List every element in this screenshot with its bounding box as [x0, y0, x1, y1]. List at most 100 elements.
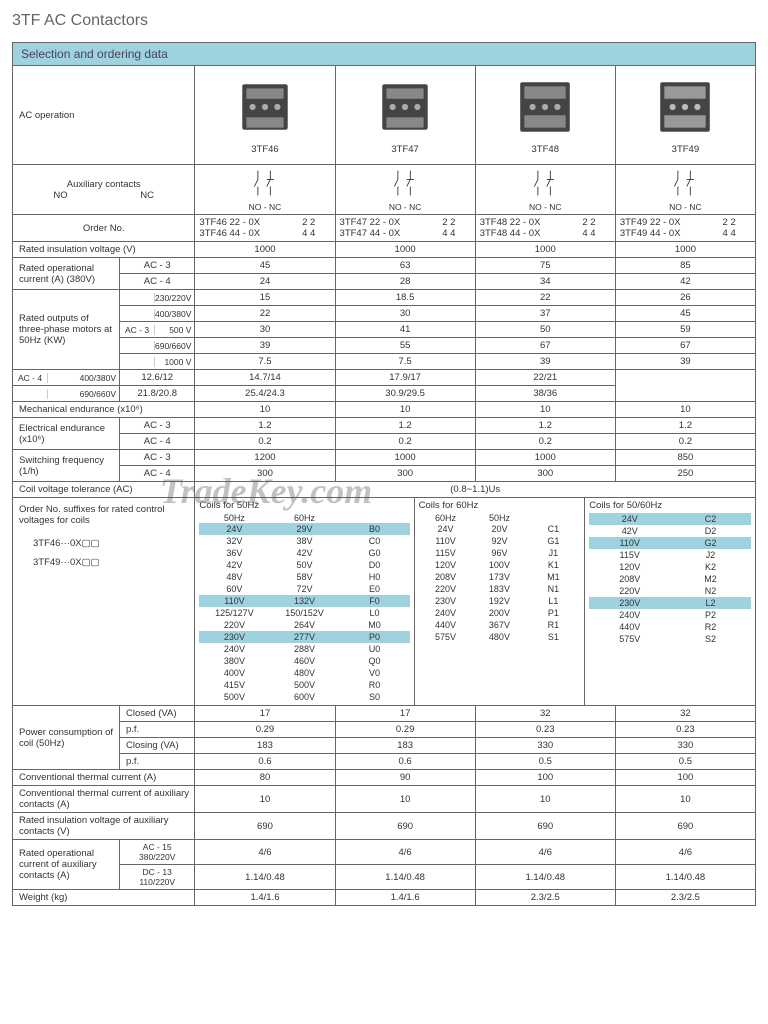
sub: AC - 4	[120, 466, 195, 482]
section-header: Selection and ordering data	[12, 42, 756, 65]
sub: AC - 3	[120, 450, 195, 466]
sub: p.f.	[120, 722, 195, 738]
val: 22	[475, 290, 615, 306]
val: 183	[335, 738, 475, 754]
order-cell: 3TF48 22 - 0X3TF48 44 - 0X2 24 4	[475, 215, 615, 242]
conv-thermal-label: Conventional thermal current (A)	[13, 770, 195, 786]
order-cell: 3TF46 22 - 0X3TF46 44 - 0X2 24 4	[195, 215, 335, 242]
page-title: 3TF AC Contactors	[12, 12, 756, 30]
val: 55	[335, 338, 475, 354]
val: 0.29	[335, 722, 475, 738]
aux-contacts-label: Auxiliary contacts NONC	[13, 165, 195, 215]
sub: p.f.	[120, 754, 195, 770]
val: 4/6	[195, 840, 335, 865]
product-cell: 3TF47	[335, 66, 475, 165]
coils-section: Coils for 50Hz50Hz60Hz24V29VB032V38VC036…	[195, 498, 756, 706]
val: 7.5	[195, 354, 335, 370]
sub: Closed (VA)	[120, 706, 195, 722]
sub: DC - 13 110/220V	[120, 865, 195, 890]
coils-5060hz: Coils for 50/60Hz24VC242VD2110VG2115VJ21…	[584, 498, 755, 705]
val: 690	[615, 813, 755, 840]
nonc-label: NO - NC	[480, 202, 611, 212]
data-table: AC operation 3TF46 3TF47 3TF48 3TF49 Aux…	[12, 65, 756, 906]
val: 14.7/14	[195, 370, 335, 386]
val: 10	[615, 402, 755, 418]
val: 45	[195, 258, 335, 274]
val: 1000	[615, 242, 755, 258]
val: 300	[195, 466, 335, 482]
sub: AC - 4400/380V	[13, 370, 120, 386]
product-image	[234, 76, 296, 138]
val: 183	[195, 738, 335, 754]
val: 4/6	[475, 840, 615, 865]
order-cell: 3TF49 22 - 0X3TF49 44 - 0X2 24 4	[615, 215, 755, 242]
val: 24	[195, 274, 335, 290]
order-no-label: Order No.	[13, 215, 195, 242]
sub: AC - 4	[120, 434, 195, 450]
conv-thermal-aux-label: Conventional thermal current of auxiliar…	[13, 786, 195, 813]
val: 1.2	[475, 418, 615, 434]
val: 12.6/12	[120, 370, 195, 386]
product-image	[654, 76, 716, 138]
val: 42	[615, 274, 755, 290]
val: 250	[615, 466, 755, 482]
val: 0.5	[615, 754, 755, 770]
order-row: Order No. 3TF46 22 - 0X3TF46 44 - 0X2 24…	[13, 215, 756, 242]
val: 34	[475, 274, 615, 290]
val: 63	[335, 258, 475, 274]
product-cell: 3TF46	[195, 66, 335, 165]
val: 0.23	[475, 722, 615, 738]
contact-symbol: NO - NC	[615, 165, 755, 215]
val: 1.4/1.6	[335, 890, 475, 906]
val: 690	[475, 813, 615, 840]
val: 2.3/2.5	[615, 890, 755, 906]
val: 28	[335, 274, 475, 290]
val: 17	[195, 706, 335, 722]
mech-endurance-label: Mechanical endurance (x10⁶)	[13, 402, 195, 418]
val: 690	[335, 813, 475, 840]
contact-symbol: NO - NC	[195, 165, 335, 215]
val: 17	[335, 706, 475, 722]
ac-operation-label: AC operation	[13, 66, 195, 165]
sub: AC - 3690/660V	[120, 338, 195, 354]
sub: AC - 4	[120, 274, 195, 290]
val: 1000	[195, 242, 335, 258]
weight-label: Weight (kg)	[13, 890, 195, 906]
val: 18.5	[335, 290, 475, 306]
val: 690	[195, 813, 335, 840]
product-label: 3TF47	[391, 144, 418, 155]
val: 0.6	[335, 754, 475, 770]
val: 4/6	[615, 840, 755, 865]
val: 32	[615, 706, 755, 722]
sub: AC - 3	[120, 258, 195, 274]
val: 330	[475, 738, 615, 754]
val: 39	[195, 338, 335, 354]
order-cell: 3TF47 22 - 0X3TF47 44 - 0X2 24 4	[335, 215, 475, 242]
val: 41	[335, 322, 475, 338]
power-consumption-label: Power consumption of coil (50Hz)	[13, 706, 120, 770]
sub: AC - 3400/380V	[120, 306, 195, 322]
val: 15	[195, 290, 335, 306]
val: 330	[615, 738, 755, 754]
val: 0.29	[195, 722, 335, 738]
val: 4/6	[335, 840, 475, 865]
elec-endurance-label: Electrical endurance (x10⁶)	[13, 418, 120, 450]
product-cell: 3TF48	[475, 66, 615, 165]
val: 26	[615, 290, 755, 306]
val: 1000	[335, 450, 475, 466]
coil-tol-label: Coil voltage tolerance (AC)	[13, 482, 195, 498]
val: 32	[475, 706, 615, 722]
aux-contacts-title: Auxiliary contacts	[17, 179, 190, 190]
product-label: 3TF49	[672, 144, 699, 155]
coil-suffix-text: Order No. suffixes for rated control vol…	[19, 504, 190, 526]
op-current-aux-label: Rated operational current of auxiliary c…	[13, 840, 120, 890]
product-cell: 3TF49	[615, 66, 755, 165]
val: 1.2	[195, 418, 335, 434]
sub: AC - 3500 V	[120, 322, 195, 338]
sub: AC - 4690/660V	[13, 386, 120, 402]
coil-tol-val: (0.8~1.1)Us	[195, 482, 756, 498]
val: 10	[475, 402, 615, 418]
val: 1000	[475, 242, 615, 258]
coils-60hz: Coils for 60Hz60Hz50Hz24V20VC1110V92VG11…	[414, 498, 585, 705]
val: 67	[475, 338, 615, 354]
